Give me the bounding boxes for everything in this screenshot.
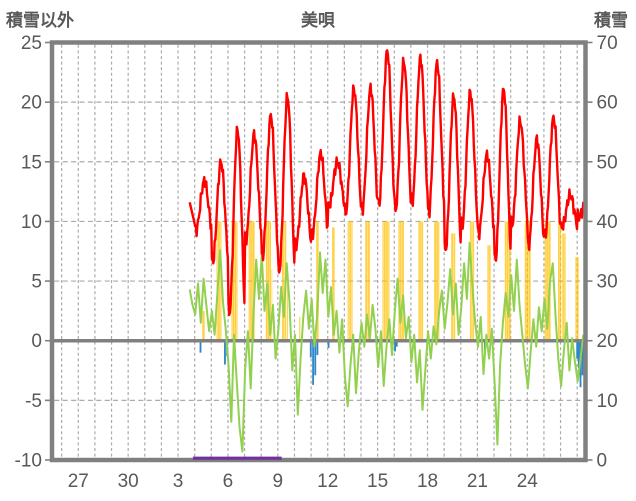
left-axis-tick-label: 0 bbox=[31, 331, 42, 352]
left-axis-tick-label: -10 bbox=[15, 451, 42, 472]
right-axis-tick-label: 30 bbox=[597, 272, 618, 293]
x-axis-tick-label: 6 bbox=[223, 471, 234, 492]
plot-frame bbox=[49, 40, 588, 463]
left-axis-tick-label: -5 bbox=[25, 391, 42, 412]
x-axis-tick-label: 24 bbox=[517, 471, 539, 492]
temperature-red-line bbox=[188, 49, 586, 317]
left-axis-tick-label: 25 bbox=[21, 33, 42, 54]
right-axis-tick-label: 0 bbox=[597, 451, 608, 472]
right-axis-title: 積雪 bbox=[594, 11, 628, 30]
x-axis-tick-label: 18 bbox=[417, 471, 438, 492]
x-axis-tick-label: 3 bbox=[173, 471, 184, 492]
x-axis-tick-label: 27 bbox=[68, 471, 89, 492]
left-axis-tick-label: 5 bbox=[31, 272, 42, 293]
x-axis-tick-label: 9 bbox=[273, 471, 284, 492]
x-axis-tick-label: 21 bbox=[467, 471, 488, 492]
x-axis-tick-label: 15 bbox=[367, 471, 388, 492]
right-axis-tick-label: 50 bbox=[597, 152, 618, 173]
x-axis-tick-label: 30 bbox=[118, 471, 139, 492]
x-axis-tick-label: 12 bbox=[317, 471, 338, 492]
right-axis-tick-label: 40 bbox=[597, 212, 618, 233]
right-axis-tick-label: 60 bbox=[597, 93, 618, 114]
green-noisy-line bbox=[188, 241, 585, 453]
left-axis-title: 積雪以外 bbox=[6, 11, 74, 30]
station-title: 美唄 bbox=[301, 11, 335, 30]
right-axis-tick-label: 20 bbox=[597, 331, 618, 352]
left-axis-tick-label: 10 bbox=[21, 212, 42, 233]
right-axis-tick-label: 10 bbox=[597, 391, 618, 412]
left-axis-tick-label: 15 bbox=[21, 152, 42, 173]
plot-frame bbox=[49, 40, 588, 463]
left-axis-tick-label: 20 bbox=[21, 93, 42, 114]
right-axis-tick-label: 70 bbox=[597, 33, 618, 54]
